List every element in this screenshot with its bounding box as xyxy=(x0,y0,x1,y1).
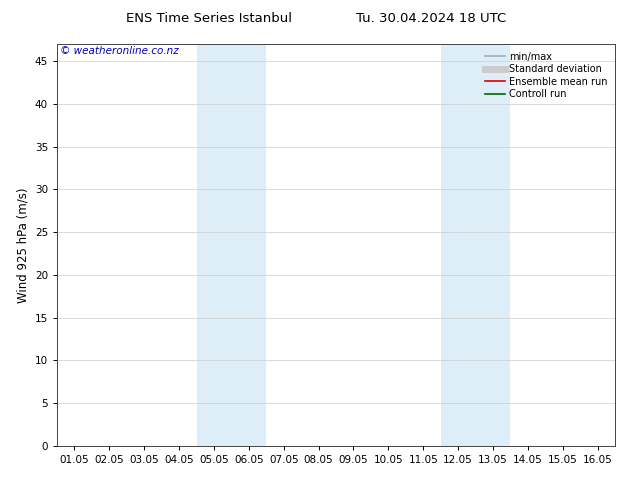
Legend: min/max, Standard deviation, Ensemble mean run, Controll run: min/max, Standard deviation, Ensemble me… xyxy=(482,49,610,102)
Bar xyxy=(197,44,266,446)
Y-axis label: Wind 925 hPa (m/s): Wind 925 hPa (m/s) xyxy=(16,187,29,303)
Text: ENS Time Series Istanbul: ENS Time Series Istanbul xyxy=(126,12,292,25)
Text: © weatheronline.co.nz: © weatheronline.co.nz xyxy=(60,46,179,56)
Text: Tu. 30.04.2024 18 UTC: Tu. 30.04.2024 18 UTC xyxy=(356,12,506,25)
Bar xyxy=(441,44,510,446)
